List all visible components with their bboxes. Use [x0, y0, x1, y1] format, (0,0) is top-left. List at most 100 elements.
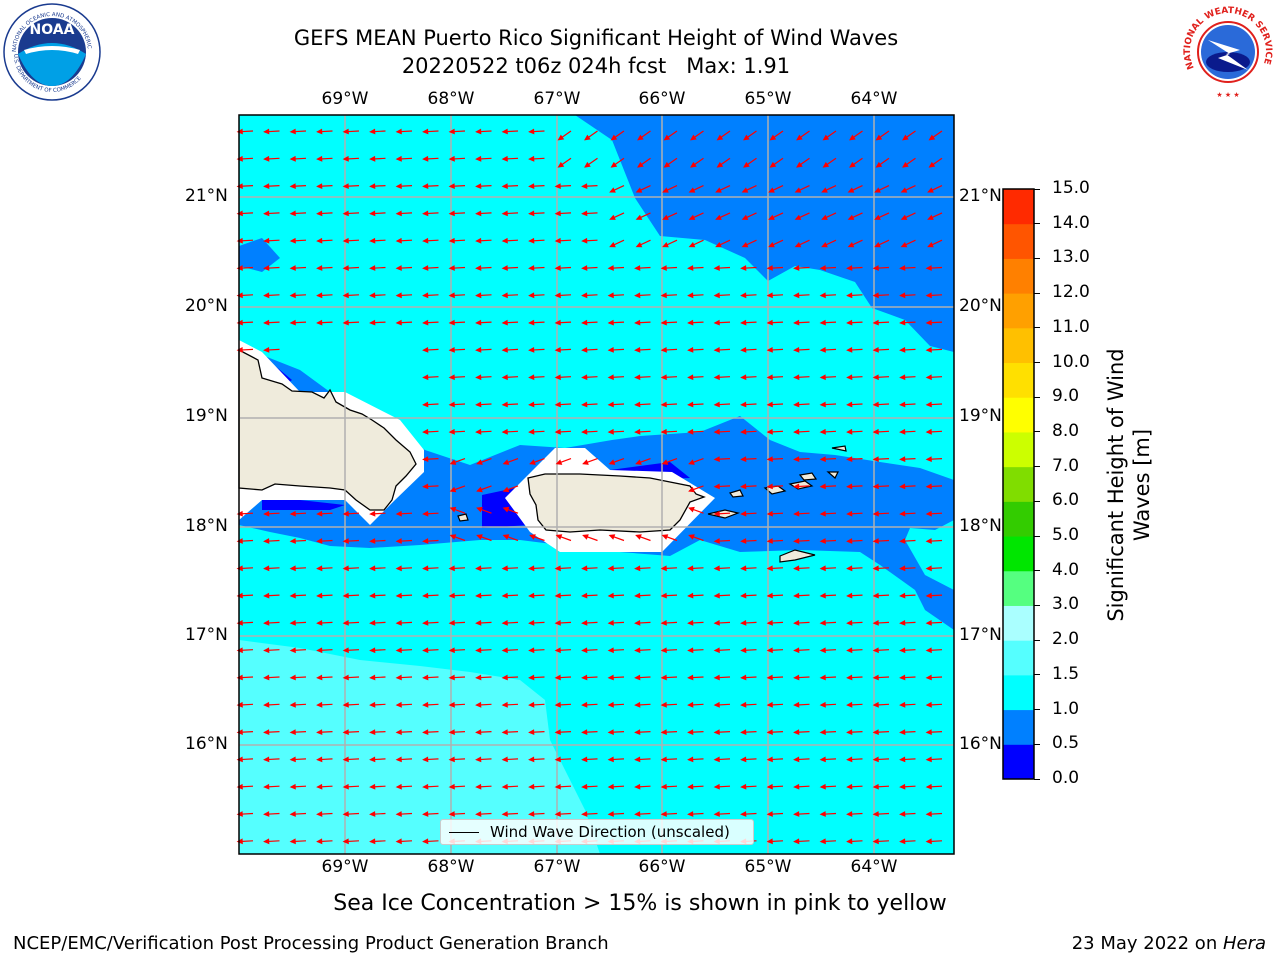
- wind-wave-arrow: [342, 592, 360, 599]
- wind-wave-arrow: [713, 374, 731, 381]
- colorbar-frame: [1002, 188, 1035, 780]
- wind-wave-arrow: [899, 319, 916, 326]
- land-puerto-rico: [527, 473, 706, 533]
- wind-wave-arrow: [582, 458, 598, 465]
- wind-wave-arrow: [687, 729, 704, 736]
- wind-wave-arrow: [342, 319, 360, 326]
- wind-wave-arrow: [819, 729, 837, 736]
- wind-wave-arrow: [846, 701, 863, 708]
- wind-wave-arrow: [236, 783, 254, 790]
- colorbar-tick-label: 1.5: [1052, 663, 1080, 684]
- wind-wave-arrow: [528, 729, 545, 736]
- wind-wave-arrow: [581, 565, 598, 572]
- wind-wave-arrow: [422, 647, 439, 654]
- wind-wave-arrow: [422, 510, 439, 517]
- wind-wave-arrow: [607, 265, 625, 271]
- wind-wave-arrow: [793, 292, 810, 299]
- lat-label-right: 21°N: [959, 186, 1002, 206]
- wind-wave-arrow: [395, 592, 413, 599]
- wind-wave-arrow: [581, 647, 598, 654]
- wind-wave-arrow: [899, 401, 916, 408]
- colorbar-tick-mark: [1034, 570, 1040, 572]
- wind-wave-arrow: [448, 783, 466, 790]
- wind-wave-arrow: [528, 674, 545, 681]
- wind-wave-arrow: [634, 319, 651, 326]
- wind-wave-arrow: [528, 128, 545, 135]
- wind-wave-arrow: [581, 428, 598, 435]
- wind-wave-arrow: [819, 811, 837, 817]
- wind-wave-arrow: [766, 701, 784, 708]
- wind-wave-arrow: [660, 701, 678, 708]
- colorbar-tick-label: 11.0: [1052, 316, 1090, 337]
- wind-wave-arrow: [819, 510, 837, 517]
- wind-wave-arrow: [900, 239, 916, 248]
- wind-wave-arrow: [766, 401, 784, 408]
- wind-wave-arrow: [528, 811, 545, 817]
- wind-wave-arrow: [713, 401, 731, 408]
- wind-wave-arrow: [501, 237, 519, 244]
- wind-wave-arrow: [687, 701, 704, 708]
- colorbar-tick-label: 2.0: [1052, 629, 1080, 650]
- wind-wave-arrow: [635, 239, 651, 248]
- wind-wave-arrow: [289, 510, 307, 517]
- wind-wave-arrow: [342, 729, 360, 736]
- wind-wave-arrow: [925, 811, 943, 817]
- wind-wave-arrow: [900, 185, 916, 193]
- wind-wave-arrow: [607, 674, 625, 681]
- wind-wave-arrow: [554, 292, 572, 299]
- wind-wave-arrow: [316, 155, 333, 162]
- wind-wave-arrow: [819, 401, 837, 408]
- wind-wave-arrow: [846, 838, 863, 845]
- wind-wave-arrow: [662, 212, 678, 220]
- wind-wave-arrow: [475, 155, 492, 162]
- wind-wave-arrow: [713, 811, 731, 817]
- wind-wave-arrow: [342, 183, 360, 190]
- wind-wave-arrow: [554, 374, 572, 381]
- wave-patch-southwest: [239, 640, 600, 854]
- wind-wave-arrow: [395, 210, 413, 217]
- wind-wave-arrow: [849, 157, 863, 168]
- wind-wave-arrow: [875, 157, 890, 168]
- wind-wave-arrow: [819, 538, 837, 544]
- wind-wave-arrow: [660, 374, 678, 381]
- nws-logo: NATIONAL WEATHER SERVICE ★ ★ ★: [1180, 4, 1276, 100]
- wind-wave-arrow: [925, 783, 943, 790]
- lon-label-top: 64°W: [850, 89, 898, 109]
- wind-wave-arrow: [899, 811, 916, 817]
- lat-label-left: 20°N: [185, 296, 228, 316]
- wind-wave-arrow: [581, 265, 598, 271]
- wind-wave-arrow: [475, 811, 492, 817]
- wind-wave-arrow: [872, 674, 890, 681]
- wind-wave-arrow: [422, 565, 439, 572]
- wind-wave-arrow: [342, 811, 360, 817]
- wind-wave-arrow: [422, 701, 439, 708]
- wind-wave-arrow: [740, 483, 757, 490]
- wind-wave-arrow: [369, 128, 386, 135]
- wind-wave-arrow: [475, 647, 492, 654]
- wind-wave-arrow: [634, 292, 651, 299]
- lat-label-right: 19°N: [959, 406, 1002, 426]
- wind-wave-arrow: [316, 783, 333, 790]
- wind-wave-arrow: [316, 701, 333, 708]
- wind-wave-arrow: [846, 483, 863, 490]
- wind-wave-arrow: [422, 756, 439, 763]
- wind-wave-arrow: [687, 319, 704, 326]
- wind-wave-arrow: [793, 756, 810, 763]
- colorbar-tick-mark: [1034, 431, 1040, 433]
- wind-wave-arrow: [395, 319, 413, 326]
- wind-wave-arrow: [369, 811, 386, 817]
- wind-wave-arrow: [713, 674, 731, 681]
- wind-wave-arrow: [793, 838, 810, 845]
- wind-wave-arrow: [236, 510, 254, 517]
- wind-wave-arrow: [766, 483, 784, 490]
- wind-wave-arrow: [422, 183, 439, 190]
- wind-wave-arrow: [607, 756, 625, 763]
- wind-wave-arrow: [925, 729, 943, 736]
- wind-wave-arrow: [925, 592, 943, 599]
- wind-wave-arrow: [501, 292, 519, 299]
- wind-wave-arrow: [236, 319, 254, 326]
- wind-wave-arrow: [687, 565, 704, 572]
- wind-wave-arrow: [846, 374, 863, 381]
- wind-wave-arrow: [369, 783, 386, 790]
- wind-wave-arrow: [899, 265, 916, 271]
